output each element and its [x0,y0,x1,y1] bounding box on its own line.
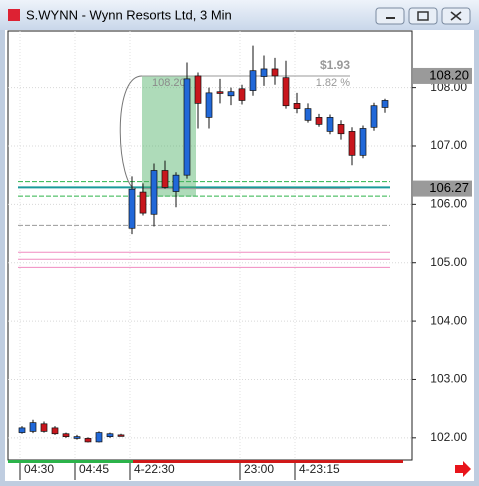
price-tag-label: 106.27 [429,180,469,195]
candle-body [40,423,48,432]
candle-body [172,174,180,192]
candle-body [128,188,136,229]
measure-level-label: 108.20 [152,77,186,89]
y-tick-label: 106.00 [430,197,467,211]
candle-body [326,117,334,132]
price-tag [413,180,472,197]
scroll-arrow[interactable] [455,461,471,477]
measure-change: $1.93 [320,58,350,72]
app-icon [8,9,20,21]
candle-body [282,77,290,107]
candle-body [95,432,103,443]
session-bar-green [8,460,133,463]
candle-body [18,427,26,433]
y-tick-label: 105.00 [430,255,467,269]
y-tick-label: 107.00 [430,138,467,152]
candle-body [260,68,268,77]
candle-body [205,92,213,118]
candle-body [29,422,37,432]
price-tag-label: 108.20 [429,67,469,82]
minimize-button[interactable] [375,7,405,25]
candle-body [161,170,169,188]
candle-body [348,131,356,156]
maximize-icon [417,11,429,21]
candle-body [117,434,125,437]
x-tick-label: 04:45 [79,462,109,476]
candle-body [216,91,224,94]
y-tick-label: 104.00 [430,313,467,327]
measure-bracket [119,75,143,190]
y-tick-label: 103.00 [430,372,467,386]
measure-percent: 1.82 % [316,77,350,89]
close-icon [450,11,462,21]
candle-body [84,438,92,443]
candle-body [249,70,257,91]
x-tick-label: 04:30 [24,462,54,476]
session-bar-red [133,460,403,463]
candle-body [359,128,367,156]
candle-body [139,191,147,214]
window-title: S.WYNN - Wynn Resorts Ltd, 3 Min [26,7,232,22]
candle-body [271,68,279,77]
x-tick-label: 23:00 [244,462,274,476]
candle-body [238,88,246,101]
candle-body [304,108,312,121]
candle-body [194,75,202,104]
y-tick-label: 102.00 [430,430,467,444]
candle-body [183,78,191,176]
maximize-button[interactable] [408,7,438,25]
candle-body [73,436,81,439]
candle-body [381,100,389,108]
minimize-icon [386,17,395,19]
candle-body [150,170,158,215]
candle-body [337,124,345,135]
candle-body [62,433,70,438]
candle-body [370,105,378,128]
x-tick-label: 4-22:30 [134,462,175,476]
plot-layer: 102.00 103.00 104.00 105.00 106.00 107.00 108.… [8,31,472,480]
candle-body [227,91,235,97]
candle-body [293,103,301,109]
candle-body [51,427,59,435]
candle-body [106,433,114,438]
x-tick-label: 4-23:15 [299,462,340,476]
candle-body [315,117,323,125]
price-tag [413,67,472,84]
